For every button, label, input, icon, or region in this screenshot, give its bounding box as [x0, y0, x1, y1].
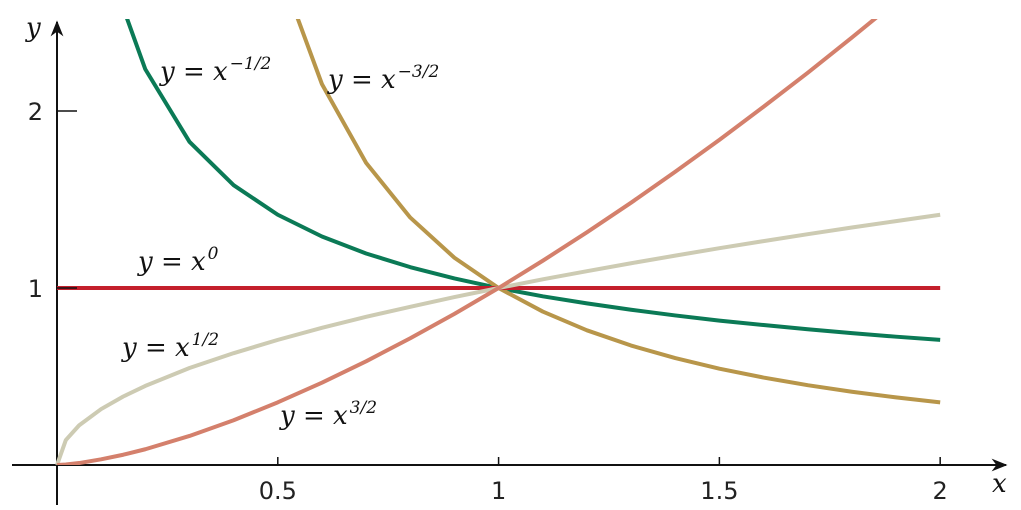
x-tick-label: 0.5 — [259, 477, 297, 505]
curve-label: y = x −3/2 — [327, 62, 439, 95]
x-tick-label: 2 — [933, 477, 948, 505]
y-tick-label: 2 — [28, 98, 43, 126]
curve-label-exponent: 1/2 — [192, 330, 219, 350]
y-axis-label: y — [25, 13, 41, 43]
curve-label-base: y = x — [121, 333, 190, 363]
curve-label: y = x −1/2 — [159, 54, 271, 87]
curve — [55, 212, 941, 465]
curve-label-exponent: −3/2 — [398, 62, 440, 82]
curve-label-base: y = x — [137, 247, 206, 277]
x-axis-label: x — [992, 469, 1007, 499]
y-tick-label: 1 — [28, 275, 43, 303]
x-tick-label: 1 — [491, 477, 506, 505]
curve-label-base: y = x — [279, 401, 348, 431]
plot-area — [55, 19, 941, 465]
curve-label-base: y = x — [327, 65, 396, 95]
curve — [295, 19, 941, 405]
curve-label-exponent: 3/2 — [350, 398, 377, 418]
curve — [56, 19, 878, 465]
curve-label: y = x 1/2 — [121, 330, 219, 363]
x-tick-label: 1.5 — [700, 477, 738, 505]
curve-label: y = x 3/2 — [279, 398, 377, 431]
curve — [125, 19, 941, 342]
curve-label-base: y = x — [159, 57, 228, 87]
curve-label-exponent: −1/2 — [230, 54, 272, 74]
curve-label-exponent: 0 — [208, 244, 219, 264]
